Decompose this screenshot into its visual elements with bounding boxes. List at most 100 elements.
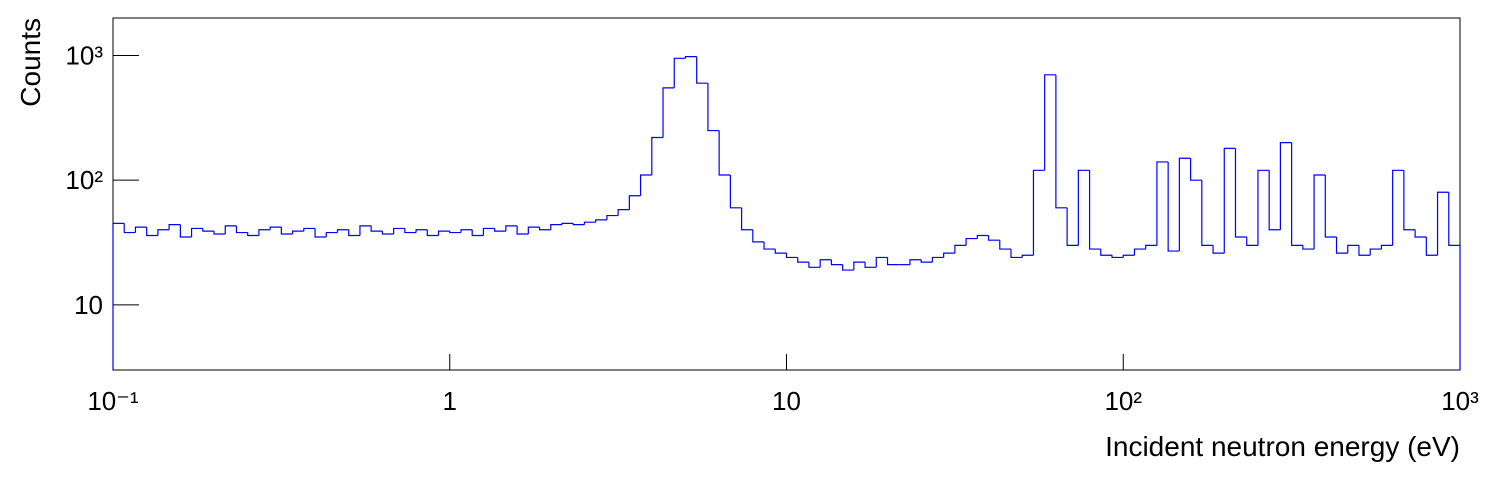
histogram-bin (1257, 169, 1270, 246)
histogram-bin (348, 229, 360, 237)
histogram-bin (785, 253, 798, 259)
histogram-bin (561, 222, 574, 225)
histogram-bin (471, 229, 484, 237)
histogram-bin (1234, 148, 1247, 238)
histogram-bin (1088, 170, 1101, 250)
histogram-bin (628, 195, 641, 210)
histogram-bin (954, 244, 967, 254)
histogram-bin (741, 207, 753, 231)
histogram-bin (280, 227, 293, 235)
histogram-bin (763, 241, 776, 250)
histogram-bin (1392, 169, 1404, 246)
histogram-bin (505, 225, 518, 232)
histogram-bin (1167, 161, 1180, 252)
histogram-bin (1156, 161, 1169, 246)
histogram-bin (943, 252, 955, 258)
histogram-bin (359, 225, 372, 236)
histogram-bin (639, 174, 652, 196)
histogram-bin (1021, 254, 1034, 258)
histogram-bin (179, 224, 192, 238)
histogram-bin (247, 232, 259, 237)
histogram-bin (617, 209, 630, 216)
histogram-bin (1369, 248, 1382, 256)
histogram-bin (1044, 74, 1056, 171)
histogram-bin (269, 226, 282, 230)
histogram-bin (460, 229, 473, 233)
histogram-bin (258, 229, 271, 236)
x-tick-label: 1 (443, 386, 457, 416)
histogram-bin (415, 229, 428, 233)
y-axis-label: Counts (15, 18, 46, 107)
histogram-bin (606, 214, 619, 220)
histogram-bin (325, 231, 338, 238)
histogram-bin (1380, 244, 1393, 250)
histogram-bin (651, 136, 664, 176)
histogram-bin (1055, 74, 1068, 209)
histogram-bin (134, 226, 147, 233)
histogram-bin (224, 225, 237, 234)
histogram-bin (696, 56, 708, 84)
histogram-bin (482, 227, 495, 236)
histogram-bin (1066, 207, 1079, 246)
histogram-bin (774, 249, 787, 254)
histogram-bin (1268, 170, 1281, 231)
x-axis-label: Incident neutron energy (eV) (1105, 431, 1460, 462)
histogram-bin (729, 175, 742, 209)
x-tick-label: 10² (1104, 386, 1142, 416)
y-tick-label: 10² (65, 165, 103, 195)
histogram-bin (1178, 157, 1191, 252)
histogram-bin (190, 227, 203, 238)
histogram-bin (1122, 254, 1135, 258)
histogram-bin (516, 225, 529, 235)
x-tick-label: 10 (772, 386, 801, 416)
histogram-bin (1032, 169, 1045, 256)
histogram-bin (1133, 248, 1146, 256)
histogram-bin (1403, 170, 1416, 231)
histogram-bin (853, 261, 866, 271)
histogram-bin (112, 222, 125, 370)
histogram-bin (1436, 191, 1449, 256)
histogram-bin (426, 229, 439, 237)
histogram-bin (550, 224, 562, 230)
histogram-bin (404, 228, 417, 234)
histogram-bin (819, 259, 832, 268)
histogram-bin (1347, 244, 1359, 254)
histogram-bin (931, 256, 944, 263)
histogram-bin (1414, 229, 1427, 238)
histogram-bin (1358, 245, 1371, 256)
histogram-bin (1246, 237, 1258, 246)
histogram-bin (864, 262, 877, 268)
histogram-bin (314, 228, 327, 238)
histogram-bin (976, 234, 989, 239)
histogram-bin (292, 230, 304, 234)
histogram-bin (1145, 244, 1157, 250)
histogram-bin (987, 235, 1000, 241)
histogram-bin (830, 259, 843, 266)
histogram-bin (583, 221, 596, 225)
histogram-bin (527, 226, 540, 234)
histogram-bin (494, 228, 506, 232)
histogram-bin (303, 227, 316, 232)
histogram-bin (662, 87, 675, 138)
histogram-bin (1448, 192, 1461, 370)
histogram-bin (1291, 142, 1303, 246)
histogram-bin (1212, 245, 1225, 254)
histogram-bin (718, 130, 731, 176)
histogram-bin (168, 224, 181, 230)
histogram-bin (842, 264, 854, 271)
histogram-bin (1335, 237, 1348, 254)
histogram-bin (213, 231, 226, 235)
y-tick-label: 10 (74, 290, 103, 320)
histogram-bin (449, 231, 461, 234)
histogram-bin (684, 56, 697, 59)
histogram-bin (808, 262, 821, 268)
histogram-bin (673, 57, 686, 88)
histogram-bin (1111, 255, 1124, 259)
histogram-bin (1324, 175, 1337, 238)
histogram-bin (538, 227, 551, 231)
histogram-bin (707, 83, 720, 132)
x-tick-label: 10³ (1441, 386, 1479, 416)
histogram-bin (146, 227, 158, 237)
histogram-bin (965, 237, 978, 246)
